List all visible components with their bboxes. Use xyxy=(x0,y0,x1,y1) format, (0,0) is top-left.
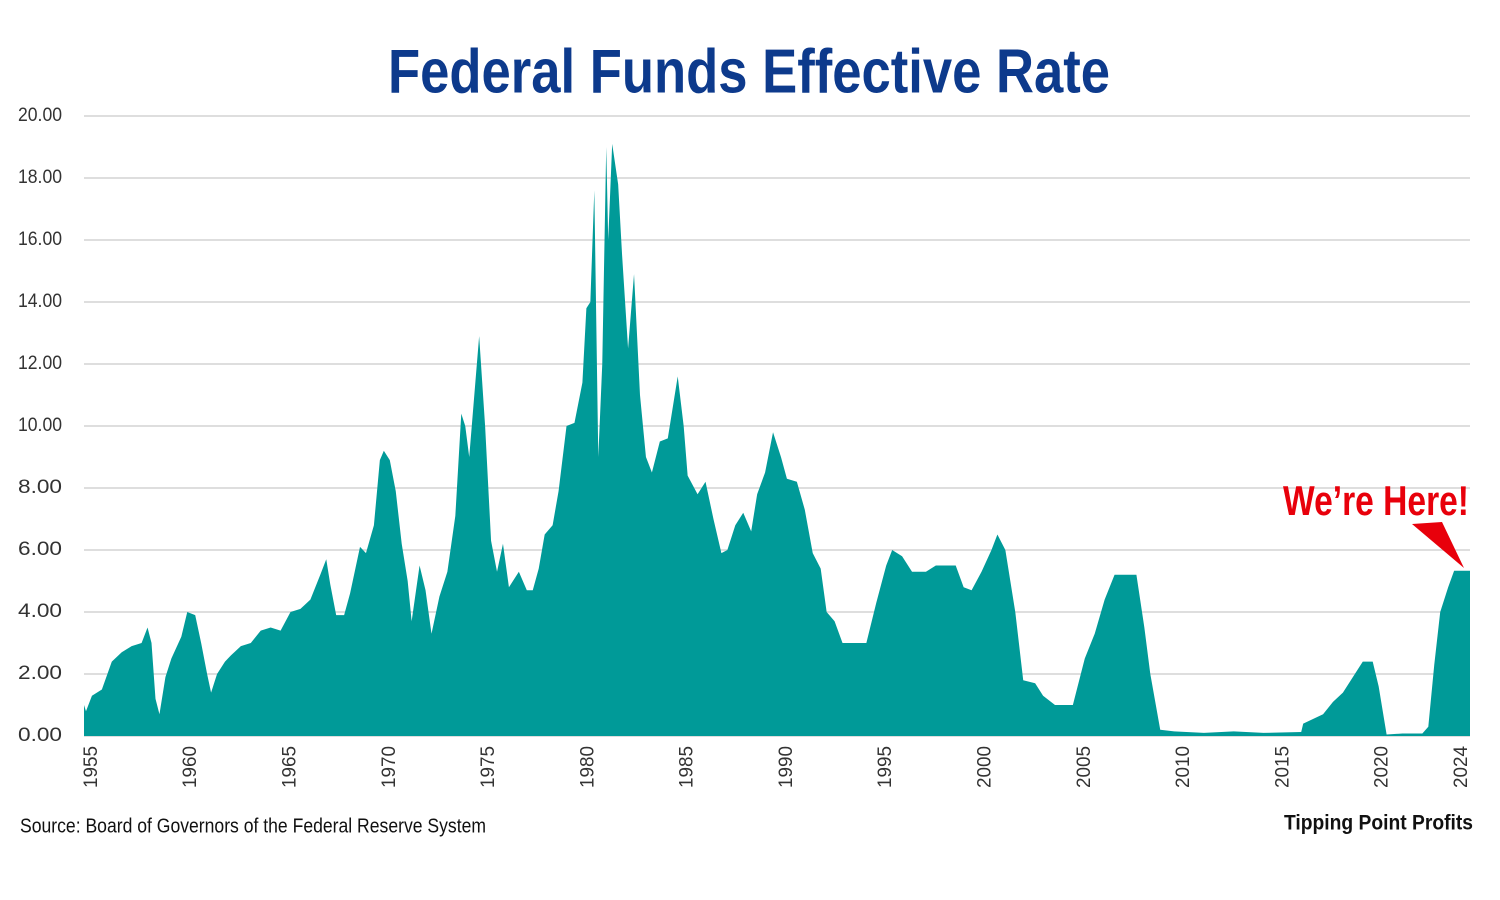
y-tick-label: 18.00 xyxy=(18,167,62,188)
y-tick-label: 14.00 xyxy=(18,291,62,312)
x-tick-label: 2020 xyxy=(1372,746,1393,788)
y-tick-label: 6.00 xyxy=(18,539,62,560)
x-tick-label: 1975 xyxy=(478,746,499,788)
y-tick-label: 20.00 xyxy=(18,105,62,126)
plot-area xyxy=(84,143,1470,736)
area xyxy=(84,143,1470,736)
annotation-arrow xyxy=(1412,522,1464,568)
y-tick-label: 4.00 xyxy=(18,601,62,622)
x-tick-label: 1995 xyxy=(875,746,896,788)
x-tick-label: 2005 xyxy=(1074,746,1095,788)
x-tick-label: 1990 xyxy=(776,746,797,788)
y-tick-label: 2.00 xyxy=(18,663,62,684)
x-tick-label: 1955 xyxy=(81,746,102,788)
x-tick-label: 1965 xyxy=(280,746,301,788)
chart-title: Federal Funds Effective Rate xyxy=(388,37,1110,106)
x-tick-label: 2015 xyxy=(1272,746,1293,788)
source-note: Source: Board of Governors of the Federa… xyxy=(20,815,486,837)
x-tick-label: 1980 xyxy=(577,746,598,788)
y-tick-label: 8.00 xyxy=(18,477,62,498)
annotation: We’re Here! xyxy=(1283,477,1469,524)
y-tick-label: 16.00 xyxy=(18,229,62,250)
x-axis: 1955 1960 1965 1970 1975 1980 1985 1990 1995 2000… xyxy=(81,746,1472,788)
x-tick-label: 2024 xyxy=(1451,746,1472,788)
x-tick-label: 2010 xyxy=(1173,746,1194,788)
x-tick-label: 1985 xyxy=(677,746,698,788)
y-tick-label: 12.00 xyxy=(18,353,62,374)
y-tick-label: 10.00 xyxy=(18,415,62,436)
y-tick-label: 0.00 xyxy=(18,725,62,746)
brand: Tipping Point Profits xyxy=(1284,812,1473,835)
x-tick-label: 1970 xyxy=(379,746,400,788)
x-tick-label: 2000 xyxy=(975,746,996,788)
x-tick-label: 1960 xyxy=(180,746,201,788)
